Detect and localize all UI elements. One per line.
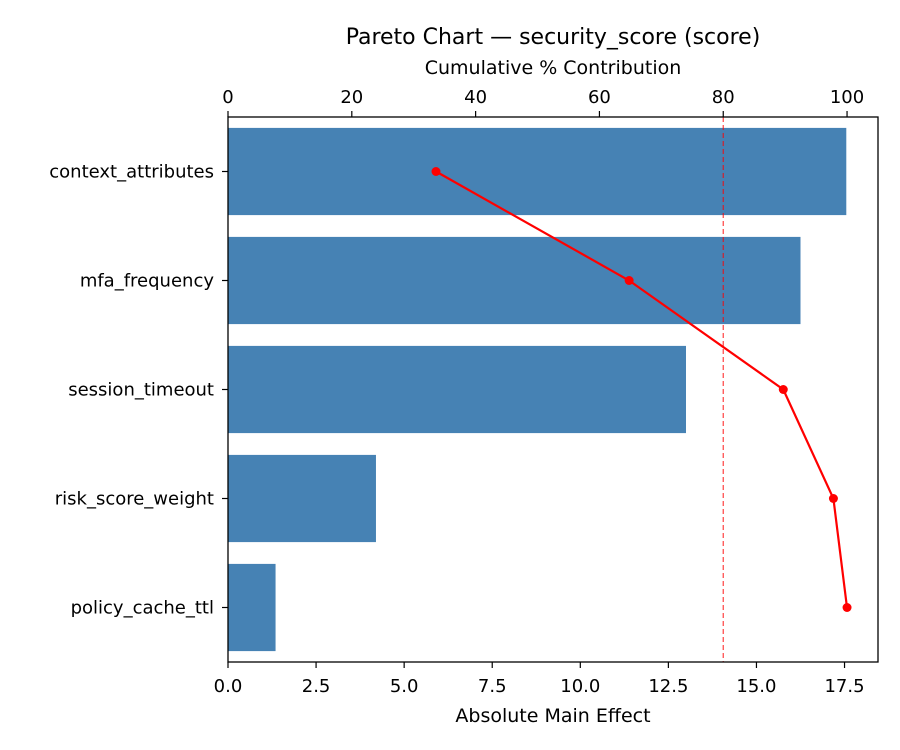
bottom-tick-label-0: 0.0 bbox=[214, 676, 243, 697]
category-label-context_attributes: context_attributes bbox=[49, 162, 214, 183]
cumulative-point-policy_cache_ttl bbox=[842, 603, 852, 612]
cumulative-point-risk_score_weight bbox=[828, 494, 838, 503]
bar-context_attributes bbox=[228, 127, 847, 216]
bottom-tick-label-5: 12.5 bbox=[648, 676, 688, 697]
top-tick-label-1: 20 bbox=[340, 87, 363, 108]
category-label-mfa_frequency: mfa_frequency bbox=[80, 271, 215, 292]
bottom-tick-label-4: 10.0 bbox=[560, 676, 600, 697]
bottom-tick-label-1: 2.5 bbox=[302, 676, 331, 697]
bar-mfa_frequency bbox=[228, 236, 801, 325]
cumulative-point-mfa_frequency bbox=[624, 276, 634, 285]
chart-title: Pareto Chart — security_score (score) bbox=[346, 25, 761, 50]
bar-policy_cache_ttl bbox=[228, 563, 276, 652]
top-tick-label-4: 80 bbox=[712, 87, 735, 108]
bar-risk_score_weight bbox=[228, 454, 376, 543]
cumulative-point-context_attributes bbox=[431, 167, 441, 176]
bars-group bbox=[228, 127, 847, 652]
bottom-tick-label-3: 7.5 bbox=[478, 676, 507, 697]
category-label-session_timeout: session_timeout bbox=[68, 380, 214, 401]
bottom-tick-label-7: 17.5 bbox=[824, 676, 864, 697]
ticks-group: 0.0 2.5 5.0 7.5 10.0 12.5 15.0 17.5 0 20 40 60 80 100… bbox=[49, 87, 864, 697]
top-axis-label: Cumulative % Contribution bbox=[425, 57, 682, 79]
top-tick-label-3: 60 bbox=[588, 87, 611, 108]
top-tick-label-0: 0 bbox=[222, 87, 233, 108]
cumulative-point-session_timeout bbox=[778, 385, 788, 394]
cumulative-line-group bbox=[431, 167, 852, 612]
top-tick-label-2: 40 bbox=[464, 87, 487, 108]
top-tick-label-5: 100 bbox=[830, 87, 864, 108]
bottom-tick-label-2: 5.0 bbox=[390, 676, 419, 697]
category-label-risk_score_weight: risk_score_weight bbox=[55, 489, 214, 510]
bar-session_timeout bbox=[228, 345, 686, 434]
bottom-tick-label-6: 15.0 bbox=[736, 676, 776, 697]
bottom-axis-label: Absolute Main Effect bbox=[455, 705, 650, 727]
category-label-policy_cache_ttl: policy_cache_ttl bbox=[71, 598, 214, 619]
